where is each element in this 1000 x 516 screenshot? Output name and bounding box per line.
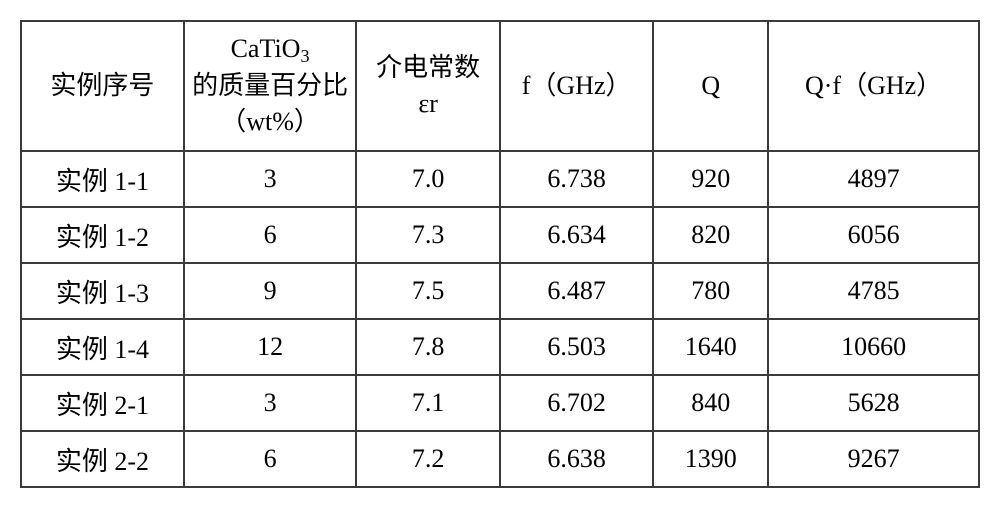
header-label: Q·f（GHz）	[805, 71, 942, 100]
cell-dielectric: 7.0	[356, 151, 500, 207]
table-header: 实例序号 CaTiO3 的质量百分比 （wt%） 介电常数 εr f（GHz） …	[21, 21, 979, 151]
header-label-line3: （wt%）	[220, 107, 320, 136]
cell-example-number: 实例 1-4	[21, 319, 184, 375]
table-row: 实例 1-1 3 7.0 6.738 920 4897	[21, 151, 979, 207]
data-table-container: 实例序号 CaTiO3 的质量百分比 （wt%） 介电常数 εr f（GHz） …	[20, 20, 980, 488]
cell-example-number: 实例 1-1	[21, 151, 184, 207]
cell-q: 1390	[653, 431, 768, 487]
header-label: f（GHz）	[522, 71, 632, 100]
cell-dielectric: 7.2	[356, 431, 500, 487]
table-row: 实例 2-1 3 7.1 6.702 840 5628	[21, 375, 979, 431]
cell-frequency: 6.503	[500, 319, 653, 375]
cell-example-number: 实例 2-1	[21, 375, 184, 431]
cell-catio3-percent: 12	[184, 319, 356, 375]
cell-q: 1640	[653, 319, 768, 375]
header-qf: Q·f（GHz）	[768, 21, 979, 151]
cell-catio3-percent: 6	[184, 431, 356, 487]
cell-frequency: 6.702	[500, 375, 653, 431]
header-row: 实例序号 CaTiO3 的质量百分比 （wt%） 介电常数 εr f（GHz） …	[21, 21, 979, 151]
cell-q: 780	[653, 263, 768, 319]
cell-qf: 4785	[768, 263, 979, 319]
table-row: 实例 1-3 9 7.5 6.487 780 4785	[21, 263, 979, 319]
data-table: 实例序号 CaTiO3 的质量百分比 （wt%） 介电常数 εr f（GHz） …	[20, 20, 980, 488]
cell-catio3-percent: 9	[184, 263, 356, 319]
table-row: 实例 1-4 12 7.8 6.503 1640 10660	[21, 319, 979, 375]
cell-dielectric: 7.1	[356, 375, 500, 431]
cell-qf: 4897	[768, 151, 979, 207]
header-label: Q	[701, 71, 720, 100]
cell-example-number: 实例 1-3	[21, 263, 184, 319]
cell-q: 920	[653, 151, 768, 207]
cell-qf: 9267	[768, 431, 979, 487]
cell-dielectric: 7.5	[356, 263, 500, 319]
header-frequency: f（GHz）	[500, 21, 653, 151]
cell-catio3-percent: 6	[184, 207, 356, 263]
header-label-line2: 的质量百分比	[192, 71, 348, 100]
cell-qf: 6056	[768, 207, 979, 263]
cell-dielectric: 7.3	[356, 207, 500, 263]
header-q: Q	[653, 21, 768, 151]
header-label-line2: εr	[418, 89, 438, 118]
cell-example-number: 实例 2-2	[21, 431, 184, 487]
cell-frequency: 6.487	[500, 263, 653, 319]
cell-qf: 10660	[768, 319, 979, 375]
table-body: 实例 1-1 3 7.0 6.738 920 4897 实例 1-2 6 7.3…	[21, 151, 979, 487]
cell-frequency: 6.638	[500, 431, 653, 487]
cell-q: 840	[653, 375, 768, 431]
cell-catio3-percent: 3	[184, 151, 356, 207]
header-label-line1: CaTiO3	[231, 34, 310, 63]
cell-frequency: 6.738	[500, 151, 653, 207]
header-label-line1: 介电常数	[376, 53, 480, 82]
cell-dielectric: 7.8	[356, 319, 500, 375]
header-dielectric-constant: 介电常数 εr	[356, 21, 500, 151]
header-label: 实例序号	[50, 71, 154, 100]
cell-q: 820	[653, 207, 768, 263]
table-row: 实例 1-2 6 7.3 6.634 820 6056	[21, 207, 979, 263]
cell-example-number: 实例 1-2	[21, 207, 184, 263]
cell-qf: 5628	[768, 375, 979, 431]
cell-frequency: 6.634	[500, 207, 653, 263]
header-catio3-percent: CaTiO3 的质量百分比 （wt%）	[184, 21, 356, 151]
header-example-number: 实例序号	[21, 21, 184, 151]
cell-catio3-percent: 3	[184, 375, 356, 431]
table-row: 实例 2-2 6 7.2 6.638 1390 9267	[21, 431, 979, 487]
